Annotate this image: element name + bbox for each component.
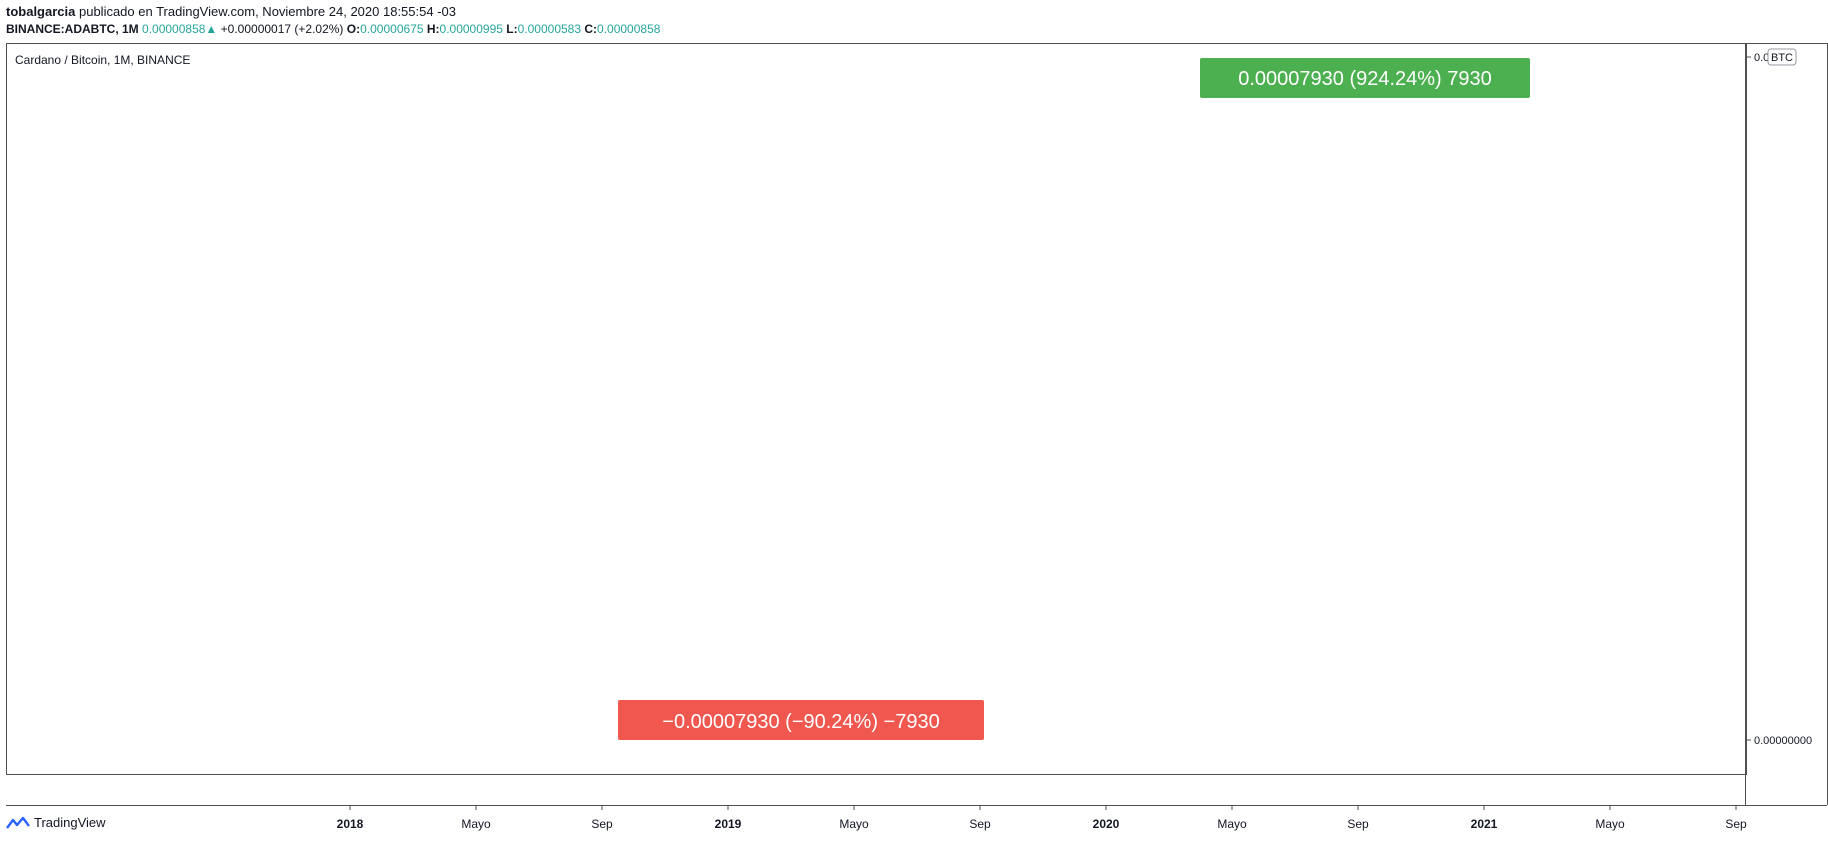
low-label: L: [506,22,518,36]
tradingview-icon [6,816,30,829]
tradingview-logo-text: TradingView [34,815,106,830]
close-value: 0.00000858 [597,22,661,36]
chart-pane-border [6,43,1747,775]
last-price: 0.00000858 [142,22,206,36]
x-tick-label: Sep [1725,817,1747,831]
close-label: C: [584,22,598,36]
ohlc-line: BINANCE:ADABTC, 1M 0.00000858▲ +0.000000… [6,21,660,37]
publish-line: tobalgarcia publicado en TradingView.com… [6,4,456,20]
open-value: 0.00000675 [360,22,424,36]
symbol-label: BINANCE:ADABTC, 1M [6,22,139,36]
x-tick-label: Mayo [839,817,869,831]
x-tick-label: 2020 [1093,817,1120,831]
x-tick-label: Sep [1347,817,1369,831]
measure-down-label: −0.00007930 (−90.24%) −7930 [662,711,939,733]
x-tick-label: Mayo [461,817,491,831]
y-tick-label: 0.00000000 [1754,735,1812,747]
y-top-label: 0.0 [1754,52,1769,64]
low-value: 0.00000583 [517,22,582,36]
x-tick-label: 2021 [1471,817,1498,831]
price-axis[interactable]: 0.000090000.000085000.000080000.00007500… [1746,0,1821,747]
measure-up-label-box [1200,58,1530,98]
published-text: publicado en TradingView.com, Noviembre … [78,4,456,19]
open-label: O: [346,22,361,36]
measure-labels: 0.00007930 (924.24%) 7930 −0.00007930 (−9… [618,58,1530,740]
tradingview-logo[interactable]: TradingView [6,815,106,830]
x-tick-label: 2019 [715,817,742,831]
x-tick-label: Sep [591,817,613,831]
currency-badge[interactable] [1767,48,1797,66]
author-name[interactable]: tobalgarcia [6,4,76,19]
up-arrow-icon: ▲ [205,22,218,36]
high-value: 0.00000995 [439,22,503,36]
chart-title: Cardano / Bitcoin, 1M, BINANCE [15,53,190,67]
x-tick-label: Sep [969,817,991,831]
high-label: H: [426,22,440,36]
currency-badge-text: BTC [1771,52,1793,64]
measure-down-label-box [618,700,984,740]
measure-up-label: 0.00007930 (924.24%) 7930 [1238,68,1492,90]
change-value: +0.00000017 (+2.02%) [220,22,344,36]
x-tick-label: Mayo [1595,817,1625,831]
x-tick-label: 2018 [337,817,364,831]
x-tick-label: Mayo [1217,817,1247,831]
time-axis[interactable]: 2018 Mayo Sep 2019 Mayo Sep 2020 Mayo Sep 2021 May… [337,805,1828,831]
